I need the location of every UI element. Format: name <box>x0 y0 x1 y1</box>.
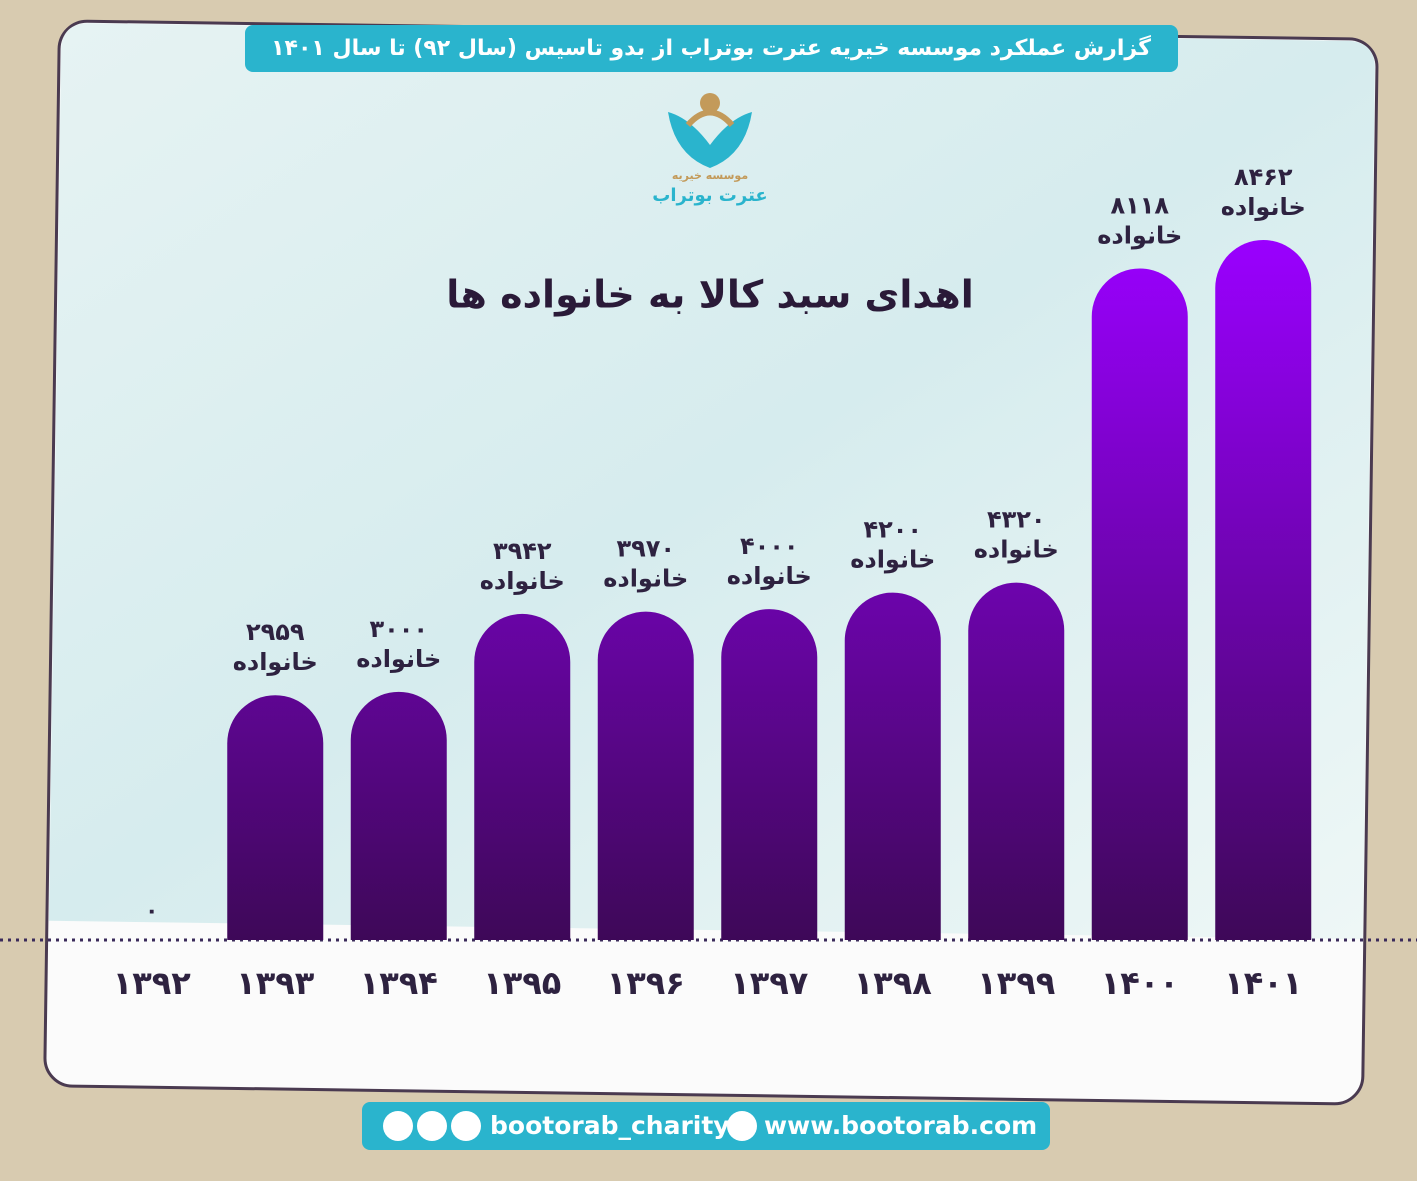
unit-label: خانواده <box>603 565 688 593</box>
x-tick-label: ۱۴۰۰ <box>1101 964 1179 1002</box>
value-label: ۴۰۰۰ <box>740 532 799 560</box>
x-tick-label: ۱۳۹۸ <box>854 964 933 1002</box>
telegram-icon <box>451 1111 481 1141</box>
bar <box>474 613 571 940</box>
x-tick-label: ۱۳۹۷ <box>730 964 809 1002</box>
value-label: ۸۱۱۸ <box>1110 191 1169 219</box>
value-label: ۴۳۲۰ <box>987 506 1046 534</box>
unit-label: خانواده <box>1221 193 1306 221</box>
x-tick-label: ۱۳۹۴ <box>360 964 438 1002</box>
unit-label: خانواده <box>850 546 935 574</box>
value-label: ۴۲۰۰ <box>863 516 922 544</box>
value-label: ۳۹۷۰ <box>616 535 675 563</box>
instagram-icon <box>383 1111 413 1141</box>
unit-label: خانواده <box>480 567 565 595</box>
footer-website: www.bootorab.com <box>764 1111 1037 1140</box>
logo-mark <box>668 112 752 168</box>
bar <box>227 695 324 940</box>
unit-label: خانواده <box>727 562 812 590</box>
logo <box>668 93 752 168</box>
bar <box>721 609 818 940</box>
bar <box>1091 268 1188 940</box>
logo-subtitle: موسسه خیریه <box>672 169 748 182</box>
value-label: ۳۹۴۲ <box>493 537 552 565</box>
unit-label: خانواده <box>974 536 1059 564</box>
bar <box>844 592 941 940</box>
bar <box>968 582 1065 940</box>
logo-head <box>700 93 720 113</box>
bar <box>1215 240 1312 940</box>
unit-label: خانواده <box>233 648 318 676</box>
bar <box>597 611 694 940</box>
footer-banner <box>362 1102 1050 1150</box>
x-tick-label: ۱۳۹۵ <box>483 964 561 1002</box>
aparat-icon <box>417 1111 447 1141</box>
web-icon <box>727 1111 757 1141</box>
x-tick-label: ۱۳۹۶ <box>607 964 685 1002</box>
value-label: ۸۴۶۲ <box>1234 163 1293 191</box>
footer-social: bootorab_charity <box>490 1111 730 1140</box>
logo-name: عترت بوتراب <box>652 185 767 206</box>
unit-label: خانواده <box>356 645 441 673</box>
x-tick-label: ۱۳۹۹ <box>977 964 1055 1002</box>
header-banner <box>245 25 1178 72</box>
x-tick-label: ۱۳۹۲ <box>113 964 192 1002</box>
chart-title: اهدای سبد کالا به خانواده ها <box>446 273 973 317</box>
x-tick-label: ۱۳۹۳ <box>236 964 315 1002</box>
value-label: ۳۰۰۰ <box>369 615 428 643</box>
logo-arms <box>685 109 735 128</box>
header-title: گزارش عملکرد موسسه خیریه عترت بوتراب از … <box>271 34 1151 61</box>
unit-label: خانواده <box>1097 221 1182 249</box>
bar <box>350 691 447 940</box>
x-tick-label: ۱۴۰۱ <box>1224 964 1302 1002</box>
value-label: ۲۹۵۹ <box>246 618 305 646</box>
value-label: ۰ <box>145 899 158 924</box>
